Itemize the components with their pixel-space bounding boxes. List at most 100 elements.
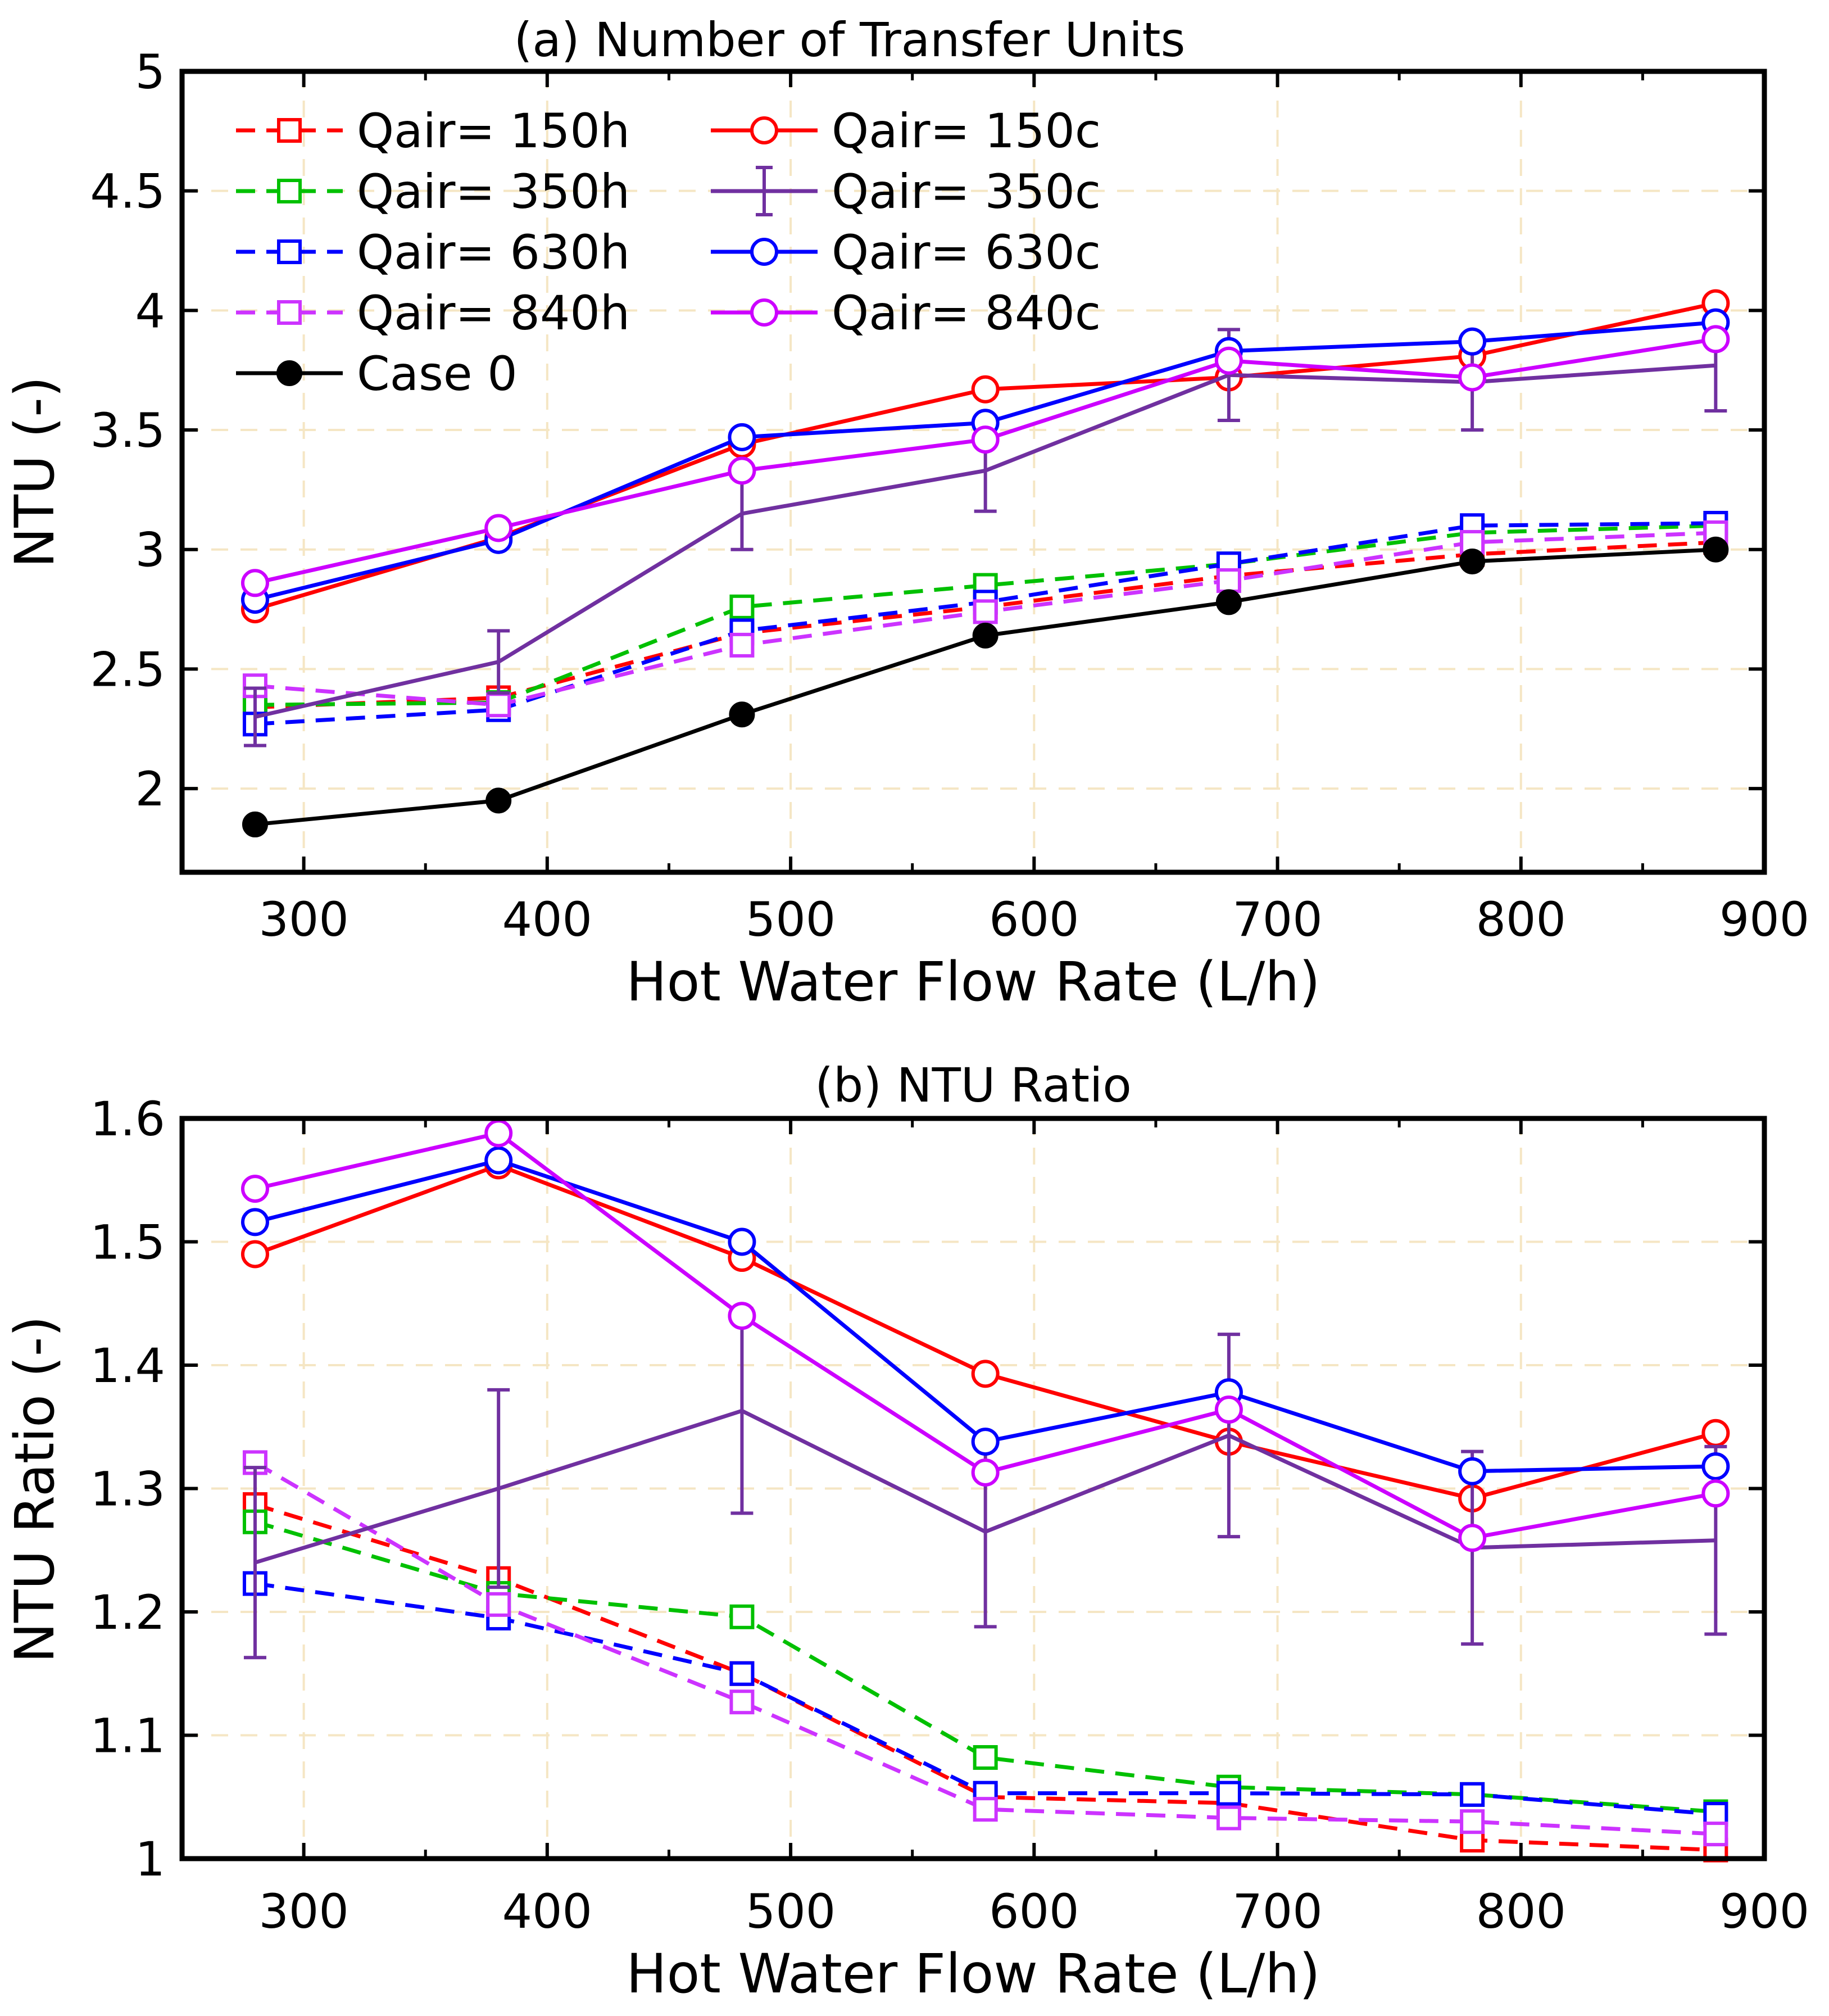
chart-a-series-qair-840c-point bbox=[1701, 325, 1730, 354]
chart-a-legend-qair-150h-label: Qair= 150h bbox=[357, 103, 630, 158]
chart-b-series-qair-840c-point bbox=[1458, 1524, 1487, 1552]
chart-b-title: (b) NTU Ratio bbox=[815, 1058, 1132, 1113]
chart-b-series-qair-840c-point bbox=[240, 1175, 269, 1203]
chart-b-xlabel: Hot Water Flow Rate (L/h) bbox=[626, 1942, 1320, 2005]
chart-b-series-qair-840h-point bbox=[486, 1592, 511, 1617]
chart-b-series-qair-840c bbox=[240, 1119, 1730, 1552]
chart-a-frame bbox=[179, 69, 1767, 875]
chart-a-series-qair-840c-point bbox=[240, 569, 269, 597]
chart-a-series-case-0-point bbox=[1215, 589, 1242, 615]
chart-a-legend-qair-840c: Qair= 840c bbox=[711, 286, 1101, 341]
chart-a-xlabel: Hot Water Flow Rate (L/h) bbox=[626, 950, 1320, 1013]
chart-a-series-qair-840c-point bbox=[1214, 346, 1243, 375]
chart-a-legend-qair-150h: Qair= 150h bbox=[236, 103, 630, 158]
chart-a-series-qair-840c-point bbox=[971, 425, 1000, 454]
chart-a-ticks: 300 400 500 600 700 800 900 2 2.5 3 3.5 4 4.5 5 bbox=[90, 44, 1809, 947]
chart-a-ytick-label: 2.5 bbox=[90, 642, 165, 697]
chart-a-legend-qair-630c: Qair= 630c bbox=[711, 225, 1101, 280]
chart-a-series bbox=[240, 289, 1730, 837]
chart-b-ytick-label: 1.3 bbox=[90, 1462, 165, 1517]
chart-b-series bbox=[240, 1119, 1730, 1863]
chart-a-ylabel: NTU (-) bbox=[3, 377, 66, 568]
chart-b-ytick-label: 1.4 bbox=[90, 1338, 165, 1393]
chart-a-legend-qair-840c-label: Qair= 840c bbox=[832, 286, 1101, 341]
chart-a-legend-qair-150h-marker bbox=[277, 118, 302, 143]
chart-a-grid bbox=[182, 71, 1764, 872]
chart-b-ytick-label: 1.5 bbox=[90, 1215, 165, 1270]
chart-b-xtick-label: 600 bbox=[989, 1884, 1079, 1939]
chart-b-series-qair-630c-point bbox=[728, 1227, 756, 1256]
chart-b-xtick-label: 900 bbox=[1719, 1884, 1809, 1939]
chart-a-series-qair-840c-point bbox=[728, 456, 756, 485]
chart-b-series-qair-840c-point bbox=[484, 1119, 513, 1148]
chart-a-legend-qair-630c-marker bbox=[750, 238, 778, 266]
chart-b-xtick-label: 700 bbox=[1232, 1884, 1322, 1939]
chart-b-series-qair-630c-point bbox=[1701, 1452, 1730, 1480]
chart-b-series-qair-350h-point bbox=[973, 1745, 998, 1770]
chart-a-ytick-label: 5 bbox=[135, 44, 165, 99]
chart-a-series-qair-630c-point bbox=[1458, 327, 1487, 356]
chart-a-legend-qair-630h-marker bbox=[277, 239, 302, 264]
chart-a-ytick-label: 4.5 bbox=[90, 164, 165, 219]
chart-a-series-qair-350h-point bbox=[729, 594, 755, 619]
chart-a-legend: Qair= 150h Qair= 350h Qair= 630h Qair= 840h… bbox=[236, 103, 1101, 401]
chart-b-series-qair-630c-point bbox=[971, 1428, 1000, 1456]
chart-a-series-qair-150c-point bbox=[971, 375, 1000, 404]
chart-b-series-qair-150c-point bbox=[240, 1240, 269, 1269]
chart-b-ticks: 300 400 500 600 700 800 900 1 1.1 1.2 1.3 1.4 1.5 1.6 bbox=[90, 1091, 1809, 1939]
chart-a-legend-case-0: Case 0 bbox=[236, 346, 518, 401]
chart-a-xtick-label: 900 bbox=[1719, 892, 1809, 947]
chart-b-series-qair-150c-point bbox=[1701, 1419, 1730, 1447]
chart-a-xtick-label: 800 bbox=[1476, 892, 1566, 947]
chart-b-series-qair-840c-point bbox=[971, 1458, 1000, 1487]
chart-a-legend-qair-150c-marker bbox=[750, 116, 778, 144]
chart-a-ytick-label: 4 bbox=[135, 283, 165, 338]
chart-a-series-qair-630c-point bbox=[728, 423, 756, 451]
chart-a-series-case-0-point bbox=[1703, 536, 1729, 563]
chart-b-ytick-label: 1.1 bbox=[90, 1709, 165, 1764]
chart-a-ytick-label: 3.5 bbox=[90, 403, 165, 458]
chart-a-title: (a) Number of Transfer Units bbox=[514, 12, 1186, 67]
chart-b-series-qair-630c-point bbox=[1458, 1457, 1487, 1485]
chart-b-series-qair-630h-point bbox=[729, 1661, 755, 1686]
chart-a-series-qair-840h-point bbox=[729, 632, 755, 658]
chart-b-series-qair-840h-point bbox=[729, 1689, 755, 1715]
panel-b-ntu-ratio: (b) NTU Ratio 300 400 500 600 700 800 900 1 1.1 1… bbox=[3, 1058, 1809, 2005]
chart-a-ytick-label: 3 bbox=[135, 523, 165, 578]
chart-a-legend-qair-630c-label: Qair= 630c bbox=[832, 225, 1101, 280]
chart-a-legend-qair-350h: Qair= 350h bbox=[236, 164, 630, 219]
chart-a-legend-qair-150c: Qair= 150c bbox=[711, 103, 1101, 158]
chart-a-series-qair-840c-point bbox=[1458, 363, 1487, 392]
chart-a-series-qair-840c bbox=[240, 325, 1730, 597]
chart-a-legend-qair-350c-label: Qair= 350c bbox=[832, 164, 1101, 219]
chart-a-legend-qair-350h-marker bbox=[277, 179, 302, 203]
chart-a-legend-qair-630h: Qair= 630h bbox=[236, 225, 630, 280]
chart-a-legend-case-0-label: Case 0 bbox=[357, 346, 518, 401]
chart-b-ylabel: NTU Ratio (-) bbox=[3, 1316, 66, 1663]
chart-a-series-case-0-point bbox=[485, 787, 512, 814]
chart-a-series-case-0-point bbox=[242, 811, 268, 837]
chart-b-series-qair-630h-point bbox=[1460, 1782, 1485, 1807]
chart-a-xtick-label: 400 bbox=[502, 892, 592, 947]
chart-a-series-case-0-point bbox=[972, 622, 999, 649]
chart-b-series-qair-350h-point bbox=[729, 1604, 755, 1629]
chart-a-legend-qair-840c-marker bbox=[750, 298, 778, 327]
chart-a-series-case-0 bbox=[242, 536, 1729, 837]
chart-a-xtick-label: 700 bbox=[1232, 892, 1322, 947]
chart-a-series-case-0-point bbox=[729, 701, 755, 728]
chart-a-series-qair-840h-point bbox=[486, 692, 511, 718]
chart-a-legend-qair-350h-label: Qair= 350h bbox=[357, 164, 630, 219]
chart-b-series-qair-840h-point bbox=[1703, 1822, 1728, 1847]
chart-a-legend-case-0-marker bbox=[276, 360, 302, 386]
panel-a-ntu: (a) Number of Transfer Units 300 400 500 60… bbox=[3, 12, 1809, 1013]
chart-a-legend-qair-840h: Qair= 840h bbox=[236, 286, 630, 341]
chart-a-ytick-label: 2 bbox=[135, 762, 165, 817]
chart-a-legend-qair-150c-label: Qair= 150c bbox=[832, 103, 1101, 158]
chart-a-legend-qair-840h-label: Qair= 840h bbox=[357, 286, 630, 341]
chart-b-series-qair-840h bbox=[242, 1450, 1728, 1847]
chart-b-ytick-label: 1 bbox=[135, 1832, 165, 1887]
chart-b-series-qair-840c-point bbox=[1214, 1396, 1243, 1424]
chart-b-xtick-label: 500 bbox=[746, 1884, 836, 1939]
chart-a-series-qair-840h-point bbox=[1216, 568, 1241, 594]
